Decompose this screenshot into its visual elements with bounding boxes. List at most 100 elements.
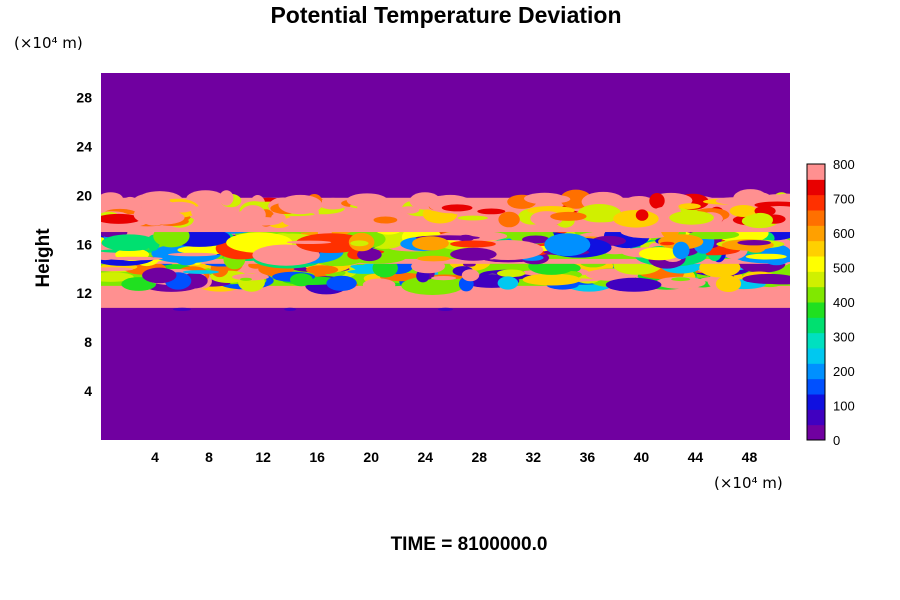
- lower-turbulent-band-blob: [326, 275, 357, 291]
- upper-turbulent-band-blob: [715, 197, 751, 205]
- colorbar-segment: [807, 363, 825, 380]
- middle-turbulent-band-blob: [252, 244, 320, 266]
- upper-turbulent-band-blob: [477, 208, 506, 215]
- x-tick-label: 24: [417, 449, 433, 465]
- upper-turbulent-band-blob: [101, 192, 124, 206]
- lower-turbulent-band-blob: [522, 273, 581, 286]
- middle-turbulent-band-blob: [745, 253, 787, 260]
- middle-turbulent-band-blob: [295, 233, 367, 254]
- middle-turbulent-band-blob: [737, 240, 771, 246]
- lower-turbulent-band-blob: [742, 273, 790, 284]
- colorbar-tick-label: 700: [833, 192, 855, 207]
- y-tick-label: 12: [76, 285, 92, 301]
- x-tick-label: 12: [255, 449, 271, 465]
- x-tick-label: 16: [309, 449, 325, 465]
- chart-title: Potential Temperature Deviation: [270, 2, 621, 28]
- colorbar-tick-label: 200: [833, 364, 855, 379]
- x-tick-label: 8: [205, 449, 213, 465]
- colorbar-segment: [807, 286, 825, 303]
- upper-turbulent-band-blob: [729, 205, 758, 217]
- colorbar-segment: [807, 378, 825, 395]
- middle-turbulent-band-blob: [417, 255, 451, 262]
- colorbar-segment: [807, 302, 825, 318]
- x-axis-unit: (×10⁴ m): [714, 474, 783, 492]
- y-tick-label: 16: [76, 236, 92, 252]
- x-tick-label: 28: [471, 449, 487, 465]
- x-tick-labels: 4 8 12 16 20 24 28 32 36 40 44 48: [151, 449, 757, 465]
- upper-turbulent-band-blob: [398, 206, 420, 214]
- y-axis-label: Height: [33, 228, 54, 288]
- upper-turbulent-band-blob: [197, 212, 226, 230]
- colorbar-segment: [807, 348, 825, 364]
- colorbar-tick-label: 600: [833, 226, 855, 241]
- middle-turbulent-band-blob: [357, 248, 382, 262]
- time-label: TIME = 8100000.0: [391, 534, 548, 555]
- colorbar-frame: [806, 163, 826, 441]
- upper-turbulent-band-blob: [649, 193, 665, 209]
- y-axis-unit: (×10⁴ m): [14, 34, 83, 52]
- x-tick-label: 20: [363, 449, 379, 465]
- lower-turbulent-band-blob: [142, 267, 177, 284]
- middle-turbulent-band-blob: [660, 241, 675, 246]
- x-tick-label: 32: [526, 449, 542, 465]
- x-tick-label: 44: [688, 449, 704, 465]
- upper-turbulent-band-blob: [101, 213, 141, 224]
- y-tick-label: 8: [84, 334, 92, 350]
- upper-turbulent-band-blob: [669, 210, 714, 225]
- upper-turbulent-band-blob: [318, 197, 348, 210]
- upper-turbulent-band-blob: [613, 210, 659, 228]
- upper-turbulent-band-blob: [577, 204, 622, 223]
- plot-area: [101, 73, 790, 440]
- upper-turbulent-band-blob: [357, 200, 383, 215]
- middle-turbulent-band-blob: [672, 241, 690, 260]
- upper-turbulent-band-blob: [278, 194, 323, 215]
- middle-turbulent-band-blob: [450, 247, 497, 261]
- turbulent-bands: [101, 189, 790, 311]
- lower-turbulent-band-blob: [290, 273, 313, 287]
- colorbar-segment: [807, 409, 825, 426]
- colorbar-segment: [807, 194, 825, 211]
- x-tick-label: 48: [742, 449, 758, 465]
- colorbar-segment: [807, 164, 825, 180]
- upper-turbulent-band-blob: [498, 211, 520, 228]
- upper-turbulent-band-blob: [271, 213, 286, 223]
- colorbar-segment: [807, 225, 825, 242]
- middle-turbulent-band-blob: [638, 247, 680, 261]
- lower-turbulent-band-blob: [431, 276, 457, 281]
- middle-turbulent-band-blob: [168, 252, 218, 257]
- upper-turbulent-band-blob: [748, 212, 773, 228]
- middle-turbulent-band-blob: [350, 240, 369, 247]
- upper-turbulent-band-blob: [550, 211, 587, 221]
- middle-turbulent-band-blob: [412, 236, 449, 251]
- lower-turbulent-band-blob: [497, 269, 526, 278]
- colorbar-segment: [807, 271, 825, 288]
- upper-turbulent-band-blob: [678, 203, 701, 210]
- middle-turbulent-band-blob: [688, 230, 740, 240]
- colorbar-tick-label: 0: [833, 433, 840, 448]
- y-tick-label: 20: [76, 187, 92, 203]
- middle-turbulent-band-blob: [101, 234, 157, 251]
- upper-turbulent-band-blob: [635, 209, 649, 221]
- middle-turbulent-band-blob: [522, 235, 550, 244]
- colorbar-tick-label: 500: [833, 261, 855, 276]
- upper-turbulent-band-blob: [655, 206, 681, 213]
- upper-turbulent-band-blob: [753, 192, 771, 203]
- upper-turbulent-band-blob: [191, 206, 207, 218]
- colorbar-segment: [807, 240, 825, 257]
- colorbar-segment: [807, 394, 825, 410]
- upper-turbulent-band: [101, 189, 790, 231]
- lower-turbulent-band: [101, 253, 790, 295]
- upper-turbulent-band-blob: [524, 192, 566, 205]
- lower-turbulent-band-blob: [605, 277, 662, 292]
- colorbar-tick-label: 300: [833, 330, 855, 345]
- lower-edge-wisp: [173, 307, 192, 311]
- x-tick-label: 36: [580, 449, 596, 465]
- upper-turbulent-band-blob: [236, 210, 250, 226]
- middle-turbulent-band-blob: [286, 240, 332, 244]
- lower-turbulent-band-blob: [655, 276, 706, 289]
- colorbar-segment: [807, 179, 825, 196]
- lower-turbulent-band-blob: [101, 267, 134, 272]
- y-tick-label: 4: [84, 383, 92, 399]
- y-tick-label: 24: [76, 138, 92, 154]
